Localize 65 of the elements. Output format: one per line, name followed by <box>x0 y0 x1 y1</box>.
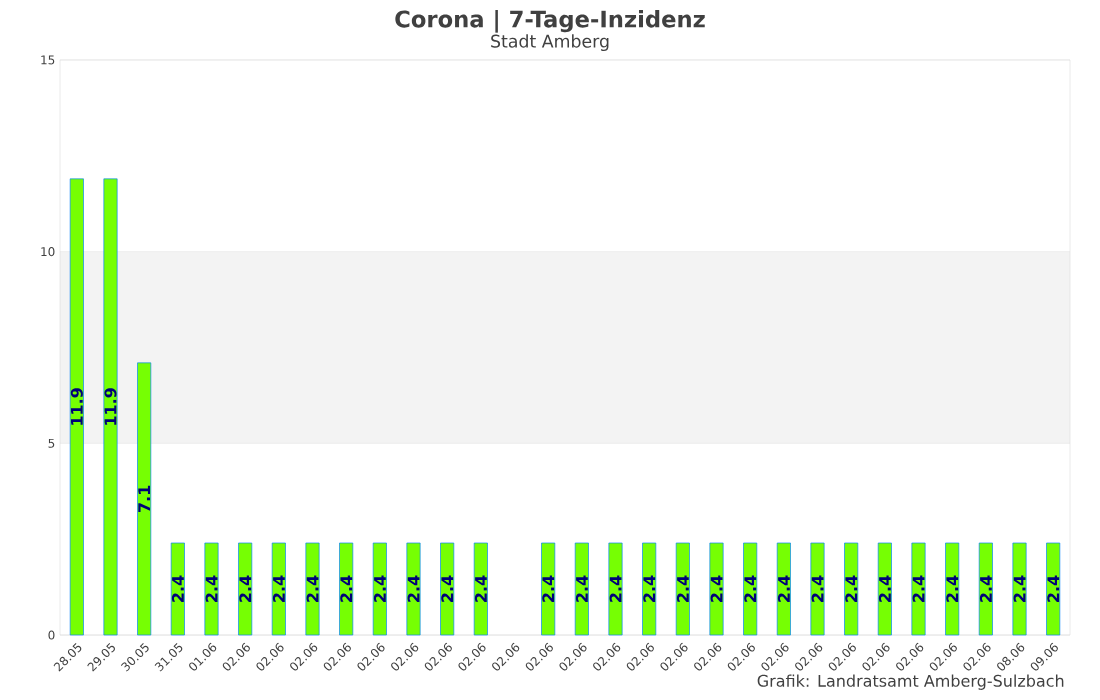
data-label: 2.4 <box>306 575 319 602</box>
y-tick-label: 15 <box>41 55 55 65</box>
bar <box>440 542 455 636</box>
data-label: 2.4 <box>239 575 252 602</box>
bar <box>69 178 84 636</box>
bar <box>675 542 690 636</box>
data-label: 2.4 <box>710 575 723 602</box>
bar <box>1012 542 1027 636</box>
data-label: 2.4 <box>643 575 656 602</box>
y-tick-label: 0 <box>48 630 55 640</box>
bar <box>945 542 960 636</box>
data-label: 2.4 <box>878 575 891 602</box>
chart-subtitle: Stadt Amberg <box>491 34 609 52</box>
bar <box>709 542 724 636</box>
data-label: 2.4 <box>777 575 790 602</box>
bar <box>877 542 892 636</box>
data-label: 2.4 <box>474 575 487 602</box>
data-label: 2.4 <box>205 575 218 602</box>
bar <box>103 178 118 636</box>
y-tick-label: 5 <box>48 438 55 448</box>
data-label: 2.4 <box>340 575 353 602</box>
bar <box>339 542 354 636</box>
data-label: 2.4 <box>373 575 386 602</box>
data-label: 7.1 <box>138 485 150 513</box>
bar <box>978 542 993 636</box>
bar <box>743 542 758 636</box>
data-label: 2.4 <box>946 575 959 602</box>
data-label: 2.4 <box>272 575 285 602</box>
bar <box>238 542 253 636</box>
bar <box>574 542 589 636</box>
bar <box>271 542 286 636</box>
chart-title: Corona | 7-Tage-Inzidenz <box>395 10 705 33</box>
data-label: 2.4 <box>171 575 184 602</box>
data-label: 11.9 <box>70 388 83 425</box>
bar <box>137 362 152 636</box>
bar <box>642 542 657 636</box>
data-label: 2.4 <box>575 575 588 602</box>
bar <box>1046 542 1061 636</box>
data-label: 2.4 <box>1013 575 1026 602</box>
bar <box>608 542 623 636</box>
data-label: 2.4 <box>609 575 622 602</box>
data-label: 2.4 <box>811 575 824 602</box>
data-label: 11.9 <box>104 388 117 425</box>
bar <box>204 542 219 636</box>
bar <box>776 542 791 636</box>
bar <box>372 542 387 636</box>
data-label: 2.4 <box>912 575 925 602</box>
data-label: 2.4 <box>979 575 992 602</box>
data-label: 2.4 <box>407 575 420 602</box>
bar <box>406 542 421 636</box>
data-label: 2.4 <box>676 575 689 602</box>
data-label: 2.4 <box>1047 575 1060 602</box>
data-label: 2.4 <box>744 575 757 602</box>
data-label: 2.4 <box>441 575 454 602</box>
data-label: 2.4 <box>542 575 555 602</box>
bar <box>170 542 185 636</box>
text: Grafik: Landratsamt Amberg-Sulzbach <box>757 674 1064 690</box>
y-tick-label: 10 <box>41 247 55 257</box>
bar <box>810 542 825 636</box>
data-label: 2.4 <box>845 575 858 602</box>
bar <box>305 542 320 636</box>
bar <box>541 542 556 636</box>
bar <box>473 542 488 636</box>
bar <box>844 542 859 636</box>
bar <box>911 542 926 636</box>
